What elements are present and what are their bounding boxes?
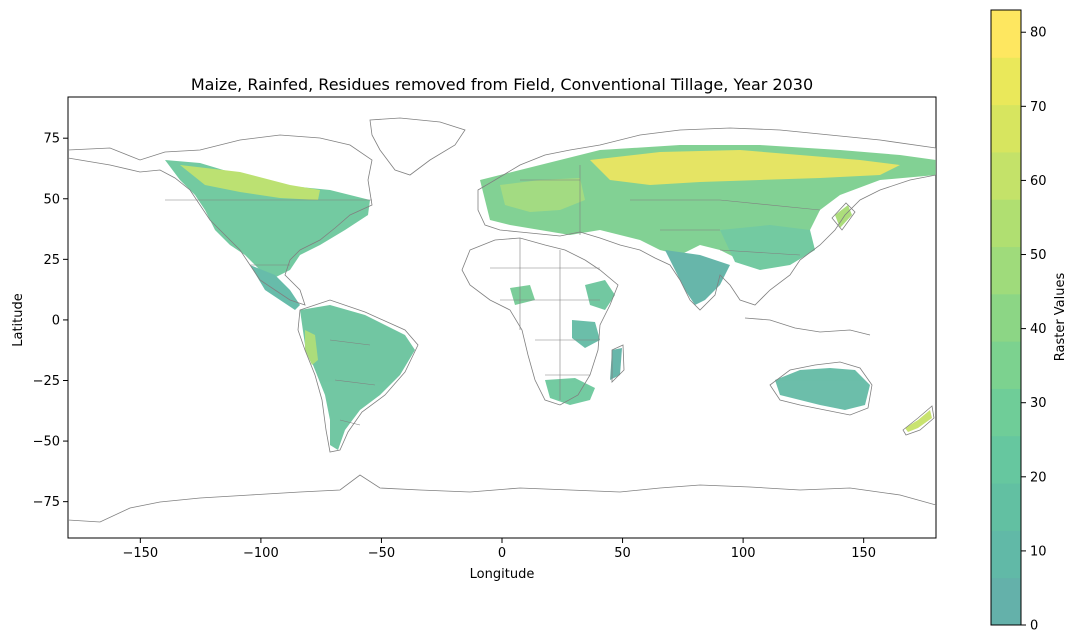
colorbar: 0 10 20 30 40 50 60 70 80 Raster Values — [990, 9, 1068, 634]
borders-africa — [490, 238, 600, 400]
raster-andes-high — [305, 330, 318, 365]
colorbar-band — [991, 293, 1021, 342]
colorbar-tick-label: 70 — [1030, 100, 1047, 115]
x-tick-label: 150 — [851, 546, 876, 561]
x-tick-label: −100 — [243, 546, 279, 561]
y-tick-label: 25 — [43, 253, 60, 268]
colorbar-frame — [990, 9, 1022, 626]
y-axis-label: Latitude — [11, 293, 26, 347]
raster-japan — [835, 205, 852, 228]
raster-china — [720, 225, 815, 270]
x-axis: −150 −100 −50 0 50 100 150 — [122, 538, 876, 561]
colorbar-tick-label: 20 — [1030, 470, 1047, 485]
coastline-indonesia — [744, 317, 871, 336]
colorbar-band — [991, 435, 1021, 484]
y-tick-label: 75 — [43, 132, 60, 147]
coastline-layer — [68, 117, 936, 523]
coastline-japan — [831, 202, 856, 231]
raster-southern-africa — [545, 378, 595, 405]
coastline-antarctica — [68, 474, 936, 523]
raster-ethiopia — [585, 280, 615, 310]
colorbar-band — [991, 199, 1021, 248]
colorbar-band — [991, 341, 1021, 389]
colorbar-tick-label: 50 — [1030, 248, 1047, 263]
raster-new-zealand — [905, 410, 932, 432]
colorbar-tick-label: 0 — [1030, 619, 1038, 634]
colorbar-tick-label: 10 — [1030, 544, 1047, 559]
borders-eurasia — [520, 165, 821, 256]
map-title: Maize, Rainfed, Residues removed from Fi… — [191, 75, 813, 94]
colorbar-tick-label: 30 — [1030, 396, 1047, 411]
colorbar-bands — [991, 10, 1021, 626]
borders-americas — [165, 199, 376, 426]
x-tick-label: 0 — [498, 546, 506, 561]
coastline-south-america — [297, 299, 419, 453]
raster-europe-mid — [500, 178, 585, 212]
coastline-madagascar — [611, 344, 625, 383]
coastline-new-zealand — [902, 405, 935, 436]
colorbar-band — [991, 104, 1021, 153]
colorbar-band — [991, 577, 1021, 626]
coastline-greenland — [369, 117, 466, 176]
raster-australia — [775, 368, 870, 410]
x-tick-label: −150 — [122, 546, 158, 561]
raster-layer — [165, 145, 936, 450]
y-tick-label: 0 — [52, 313, 60, 328]
colorbar-ticks: 0 10 20 30 40 50 60 70 80 — [1021, 26, 1047, 634]
colorbar-band — [991, 57, 1021, 106]
colorbar-band — [991, 530, 1021, 579]
y-tick-label: −25 — [33, 374, 60, 389]
raster-siberia-high — [590, 150, 900, 185]
colorbar-band — [991, 151, 1021, 200]
colorbar-label: Raster Values — [1053, 273, 1068, 362]
coastline-australia — [769, 361, 873, 416]
colorbar-tick-label: 60 — [1030, 174, 1047, 189]
y-tick-label: 50 — [43, 192, 60, 207]
colorbar-band — [991, 246, 1021, 295]
y-tick-label: −50 — [33, 435, 60, 450]
coastline-eurasia — [477, 127, 936, 311]
map-axes: −150 −100 −50 0 50 100 150 −75 −50 −25 0 25 50 75 — [33, 96, 937, 561]
raster-east-africa — [572, 320, 600, 348]
coastline-north-america — [68, 134, 373, 306]
raster-madagascar — [610, 348, 622, 380]
colorbar-tick-label: 40 — [1030, 322, 1047, 337]
x-tick-label: 50 — [614, 546, 631, 561]
colorbar-band — [991, 10, 1021, 58]
y-tick-label: −75 — [33, 495, 60, 510]
colorbar-band — [991, 483, 1021, 531]
raster-canada-high — [180, 165, 320, 200]
raster-south-america — [300, 305, 415, 450]
colorbar-tick-label: 80 — [1030, 26, 1047, 41]
raster-india — [665, 250, 730, 305]
x-tick-label: −50 — [368, 546, 395, 561]
y-axis: −75 −50 −25 0 25 50 75 — [33, 132, 68, 510]
x-axis-label: Longitude — [470, 567, 535, 582]
x-tick-label: 100 — [731, 546, 756, 561]
colorbar-band — [991, 388, 1021, 437]
map-layer — [68, 117, 936, 523]
